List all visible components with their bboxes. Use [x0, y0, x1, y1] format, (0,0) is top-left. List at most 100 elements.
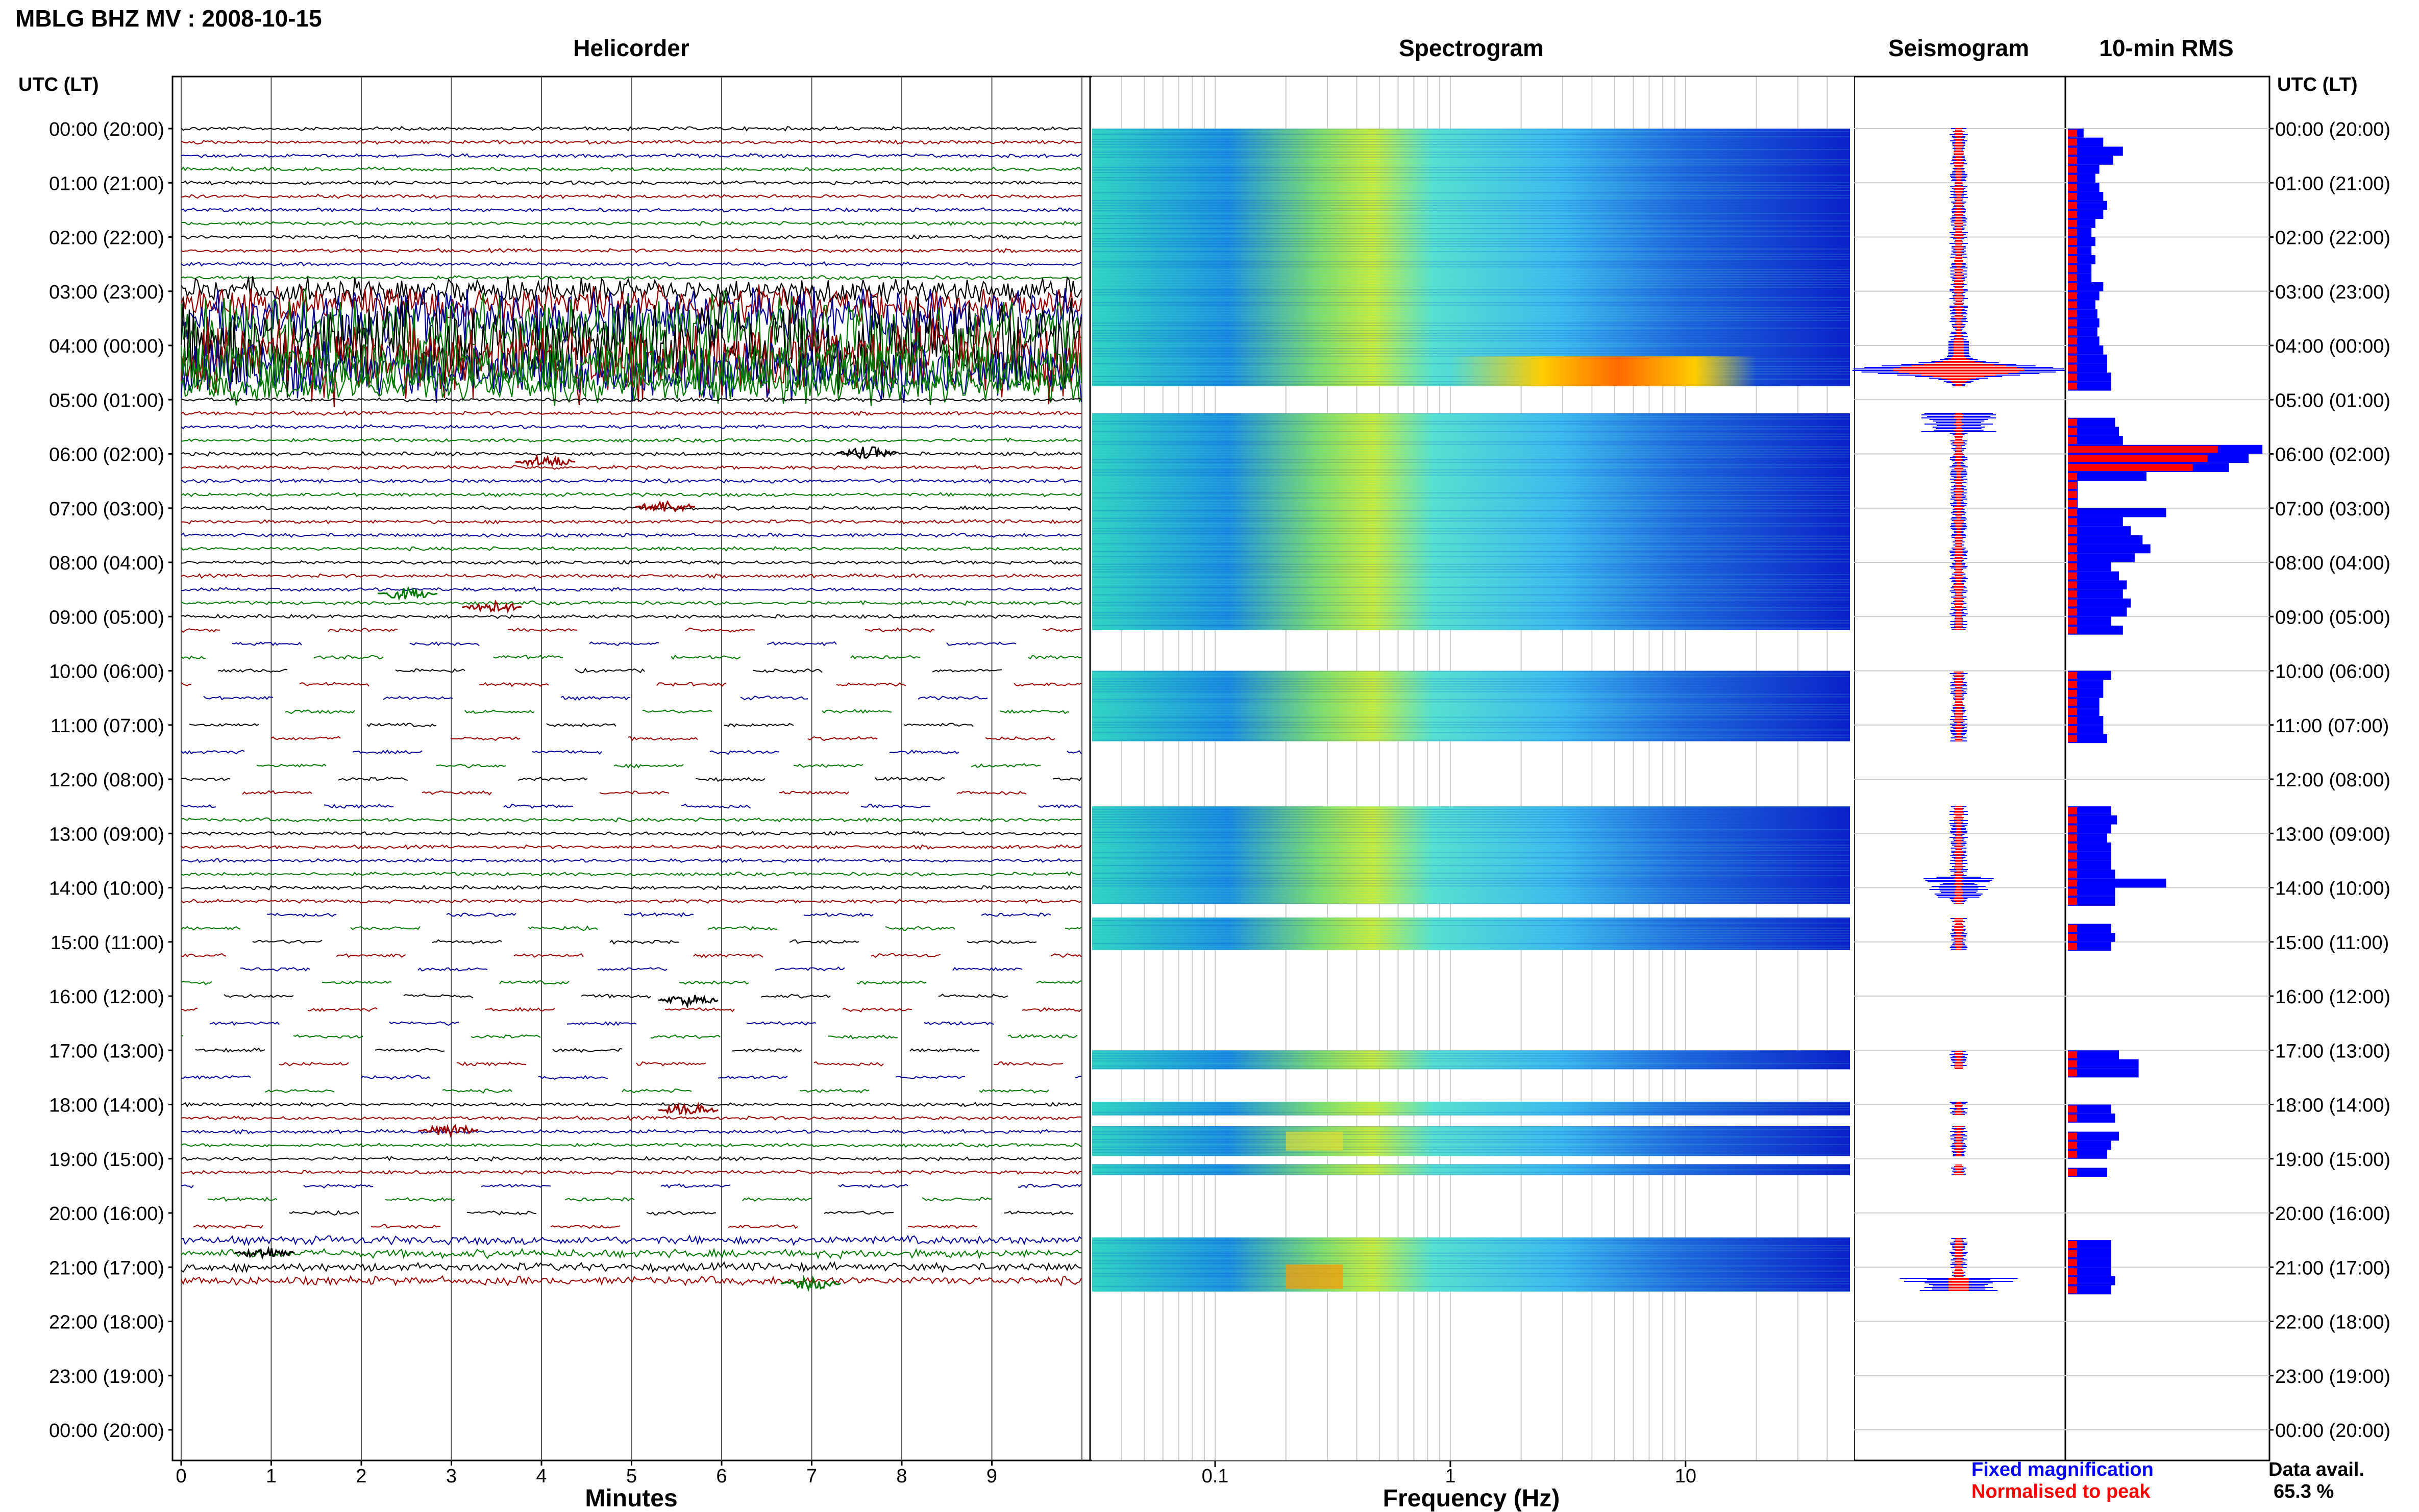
spectrogram-band	[1092, 806, 1850, 904]
rms-bar-fixed	[2068, 1276, 2115, 1285]
rms-bar-normalised	[2068, 319, 2077, 327]
helicorder-trace	[181, 1007, 1082, 1013]
rms-bar-normalised	[2068, 1132, 2077, 1140]
helicorder-trace	[181, 1169, 1082, 1175]
rms-bar-normalised	[2068, 418, 2077, 426]
spectrogram-texture	[1092, 149, 1850, 150]
hour-label-right: 18:00 (14:00)	[2275, 1095, 2390, 1117]
spectrogram-texture	[1092, 482, 1850, 483]
spectrogram-texture	[1092, 1126, 1850, 1127]
spectrogram-texture	[1092, 190, 1850, 191]
helicorder-trace	[203, 696, 988, 701]
spectrogram-texture	[1092, 847, 1850, 849]
hour-label-left: 13:00 (09:00)	[49, 824, 164, 845]
spectrogram-texture	[1092, 233, 1850, 234]
spectrogram-texture	[1092, 1068, 1850, 1070]
helicorder-trace	[289, 1210, 1074, 1216]
helicorder-trace	[181, 166, 1082, 172]
seismogram-frame	[1853, 76, 2066, 1461]
rms-bar-normalised	[2068, 518, 2077, 526]
rms-bar-normalised	[2068, 175, 2077, 182]
spectrogram-texture	[1092, 814, 1850, 815]
helicorder-trace	[181, 925, 1082, 931]
spectrogram-texture	[1092, 172, 1850, 173]
spectrogram-texture	[1092, 673, 1850, 675]
spectrogram-texture	[1092, 351, 1850, 352]
hour-label-right: 20:00 (16:00)	[2275, 1203, 2390, 1225]
spectrogram-texture	[1092, 208, 1850, 209]
spectrogram-texture	[1092, 563, 1850, 565]
rms-bar-normalised	[2068, 292, 2077, 300]
spectrogram-texture	[1092, 1112, 1850, 1113]
rms-bar-normalised	[2068, 274, 2077, 282]
helicorder-trace	[181, 275, 1082, 281]
spectrogram-texture	[1092, 187, 1850, 188]
rms-bar-normalised	[2068, 699, 2077, 706]
spectrogram-texture	[1092, 819, 1850, 821]
rms-bar-fixed	[2068, 580, 2127, 590]
rms-bar-fixed	[2068, 616, 2111, 626]
hour-label-right: 23:00 (19:00)	[2275, 1366, 2390, 1387]
spectrogram-texture	[1092, 711, 1850, 713]
spectrogram-texture	[1092, 323, 1850, 324]
spectrogram-texture	[1092, 540, 1850, 542]
hour-label-right: 11:00 (07:00)	[2275, 715, 2389, 737]
helicorder-trace	[181, 410, 1082, 416]
helicorder-trace	[181, 1034, 1078, 1040]
helicorder-event	[461, 599, 522, 614]
hour-label-right: 13:00 (09:00)	[2275, 824, 2390, 845]
helicorder-trace	[181, 1247, 1082, 1260]
rms-bar-normalised	[2068, 708, 2077, 715]
rms-bar-normalised	[2068, 445, 2218, 453]
helicorder-trace	[181, 654, 1082, 660]
spectrogram-texture	[1092, 238, 1850, 239]
rms-bar-fixed	[2068, 1113, 2115, 1123]
rms-bar-normalised	[2068, 482, 2077, 489]
rms-bar-normalised	[2068, 608, 2077, 616]
rms-bar-fixed	[2068, 427, 2119, 436]
spectrogram-texture	[1092, 722, 1850, 723]
legend-normalised-to-peak: Normalised to peak	[1971, 1481, 2151, 1502]
rms-bar-normalised	[2068, 157, 2077, 164]
spectrogram-texture	[1092, 617, 1850, 618]
spectrogram-texture	[1092, 343, 1850, 344]
rms-bar-normalised	[2068, 888, 2077, 896]
spectrogram-texture	[1092, 691, 1850, 692]
spectrogram-texture	[1092, 553, 1850, 555]
spectrogram-texture	[1092, 312, 1850, 313]
helicorder-trace	[181, 559, 1082, 565]
spectrogram-texture	[1092, 477, 1850, 478]
spectrogram-texture	[1092, 441, 1850, 442]
helicorder-x-label: Minutes	[585, 1485, 677, 1512]
spectrogram-texture	[1092, 330, 1850, 331]
hour-label-right: 01:00 (21:00)	[2275, 173, 2390, 194]
hour-labels-right: 00:00 (20:00) 01:00 (21:00) 02:00 (22:00) 0…	[2269, 119, 2390, 1442]
spectrogram-texture	[1092, 423, 1850, 425]
rms-bar-fixed	[2068, 381, 2111, 391]
spectrogram-texture	[1092, 837, 1850, 838]
rms-bar-fixed	[2068, 562, 2111, 572]
spectrogram-texture	[1092, 925, 1850, 926]
spectrogram-event	[1286, 1264, 1343, 1289]
spectrogram-texture	[1092, 338, 1850, 339]
spectrogram-texture	[1092, 307, 1850, 308]
data-avail-label: Data avail.	[2268, 1459, 2364, 1480]
spectrogram-texture	[1092, 438, 1850, 440]
rms-bar-normalised	[2068, 346, 2077, 354]
spectrogram-texture	[1092, 226, 1850, 227]
spectrogram-texture	[1092, 622, 1850, 624]
helicorder-trace	[181, 573, 1082, 579]
rms-bar-normalised	[2068, 455, 2208, 462]
spectrogram-texture	[1092, 888, 1850, 889]
helicorder-x-tick-label: 1	[266, 1466, 277, 1487]
rms-bar-normalised	[2068, 147, 2077, 155]
spectrogram-texture	[1092, 543, 1850, 544]
helicorder-trace	[181, 397, 1082, 403]
rms-bar-normalised	[2068, 473, 2077, 480]
rms-bar-normalised	[2068, 545, 2077, 553]
spectrogram-texture	[1092, 169, 1850, 170]
spectrogram-x-tick-label: 10	[1675, 1466, 1696, 1487]
spectrogram-texture	[1092, 328, 1850, 329]
helicorder-event	[515, 454, 576, 468]
spectrogram-texture	[1092, 696, 1850, 698]
